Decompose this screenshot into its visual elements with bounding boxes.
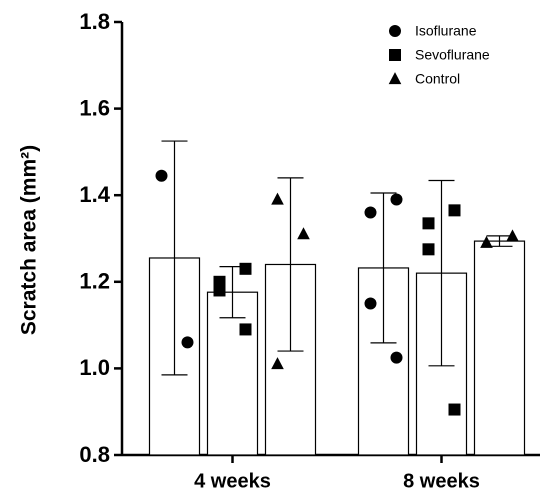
y-tick-label: 1.2 — [79, 269, 110, 294]
data-point — [297, 227, 310, 240]
y-tick-label: 1.4 — [79, 182, 110, 207]
data-point — [155, 169, 168, 182]
data-point — [480, 235, 493, 248]
data-point — [390, 351, 403, 364]
data-point — [181, 336, 194, 349]
data-point — [364, 297, 377, 310]
data-point — [364, 206, 377, 219]
x-tick-label: 8 weeks — [403, 470, 480, 492]
data-point — [506, 229, 519, 242]
data-point — [422, 243, 435, 256]
data-point — [422, 217, 435, 230]
data-point — [448, 204, 461, 217]
y-tick-label: 1.6 — [79, 95, 110, 120]
x-tick-label: 4 weeks — [194, 470, 271, 492]
data-point — [448, 403, 461, 416]
data-point — [213, 284, 226, 297]
data-point — [271, 192, 284, 205]
y-tick-label: 1.0 — [79, 355, 110, 380]
y-tick-label: 0.8 — [79, 442, 110, 467]
legend-label: Control — [415, 71, 460, 87]
legend-marker — [389, 49, 401, 61]
data-point — [271, 357, 284, 370]
y-tick-label: 1.8 — [79, 9, 110, 34]
data-point — [239, 323, 252, 336]
y-axis-label: Scratch area (mm²) — [18, 145, 41, 335]
legend-marker — [389, 25, 401, 37]
legend-label: Sevoflurane — [415, 47, 490, 63]
data-point — [239, 262, 252, 275]
data-point — [390, 193, 403, 206]
legend-marker — [388, 72, 402, 85]
bar — [473, 240, 526, 456]
legend-label: Isoflurane — [415, 23, 477, 39]
